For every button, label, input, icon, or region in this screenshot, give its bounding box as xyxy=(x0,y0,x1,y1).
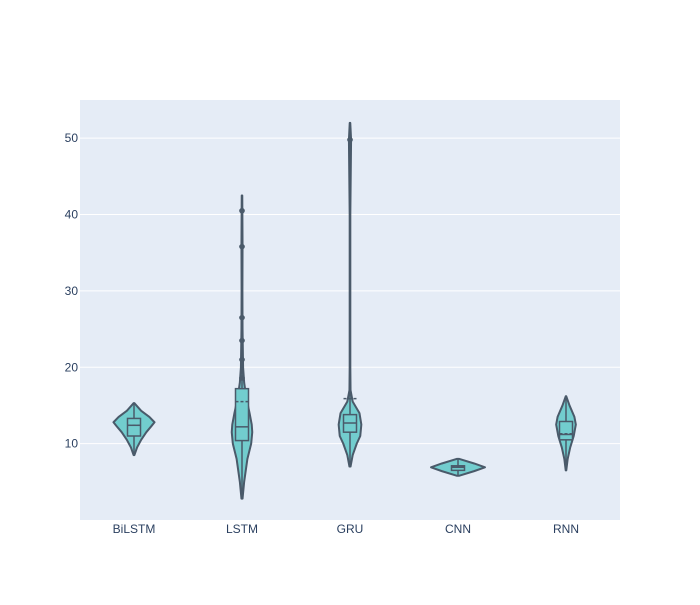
violin-cnn xyxy=(430,457,486,477)
outlier-point xyxy=(239,207,245,214)
box-iqr xyxy=(234,387,250,442)
violin-gru xyxy=(337,121,363,468)
violin-lstm xyxy=(230,194,254,500)
box-iqr xyxy=(558,420,574,441)
x-tick-label: CNN xyxy=(445,522,471,536)
outlier-point xyxy=(239,375,245,381)
outlier-point xyxy=(347,136,353,143)
box-iqr xyxy=(450,465,466,472)
y-tick-label: 10 xyxy=(65,437,79,451)
y-tick-label: 30 xyxy=(65,284,79,298)
x-tick-label: GRU xyxy=(337,522,364,536)
y-tick-label: 20 xyxy=(65,360,79,374)
outlier-point xyxy=(239,337,245,344)
outlier-point xyxy=(239,356,245,363)
y-tick-label: 40 xyxy=(65,208,79,222)
y-tick-labels: 10 20 30 40 50 xyxy=(65,131,79,450)
box-iqr xyxy=(126,417,142,437)
x-tick-label: LSTM xyxy=(226,522,258,536)
violins xyxy=(112,121,577,500)
outlier-point xyxy=(239,314,245,321)
violin-bilstm xyxy=(112,402,156,457)
x-tick-label: RNN xyxy=(553,522,579,536)
y-tick-label: 50 xyxy=(65,131,79,145)
x-tick-label: BiLSTM xyxy=(113,522,156,536)
violin-rnn xyxy=(555,395,577,472)
outlier-point xyxy=(239,243,245,250)
x-tick-labels: BiLSTM LSTM GRU CNN RNN xyxy=(113,522,579,536)
